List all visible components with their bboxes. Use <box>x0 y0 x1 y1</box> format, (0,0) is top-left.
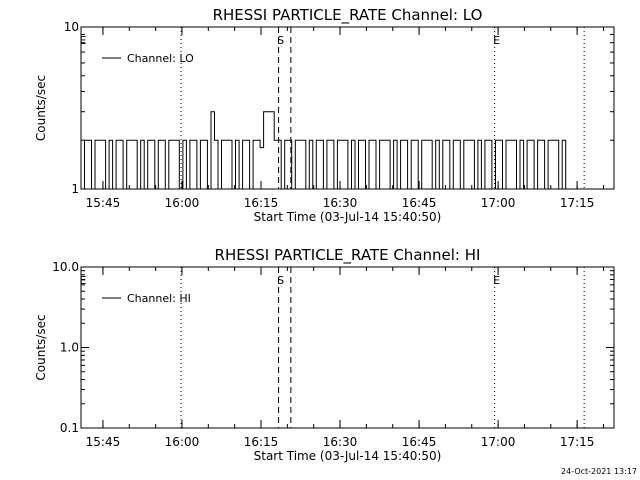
chart-title: RHESSI PARTICLE_RATE Channel: HI <box>215 246 481 265</box>
y-axis-title: Counts/sec <box>34 75 48 141</box>
y-tick-label: 1.0 <box>60 341 79 355</box>
y-tick-label: 10.0 <box>52 260 79 274</box>
x-tick-label: 16:00 <box>165 196 200 210</box>
marker-label: S <box>277 274 284 287</box>
x-tick-label: 16:45 <box>402 196 437 210</box>
legend-label: Channel: LO <box>127 52 194 65</box>
x-axis-title: Start Time (03-Jul-14 15:40:50) <box>254 210 442 224</box>
plot-panel-hi: RHESSI PARTICLE_RATE Channel: HI 15:45 16:… <box>34 246 615 463</box>
x-tick-label: 15:45 <box>86 435 121 449</box>
plot-panel-lo: RHESSI PARTICLE_RATE Channel: LO 15:45 16:… <box>34 6 615 224</box>
marker-label: E <box>80 34 87 47</box>
x-tick-label: 15:45 <box>86 196 121 210</box>
chart-title: RHESSI PARTICLE_RATE Channel: LO <box>213 6 483 25</box>
marker-label: E <box>493 34 500 47</box>
x-tick-label: 16:30 <box>323 196 358 210</box>
x-tick-label: 17:00 <box>481 435 516 449</box>
x-axis-title: Start Time (03-Jul-14 15:40:50) <box>254 449 442 463</box>
y-tick-label: 10 <box>64 20 79 34</box>
legend-label: Channel: HI <box>127 292 191 305</box>
y-tick-label: 1 <box>71 182 79 196</box>
marker-label: S <box>277 34 284 47</box>
y-axis-title: Counts/sec <box>34 314 48 380</box>
x-tick-label: 17:15 <box>560 196 595 210</box>
x-tick-label: 16:00 <box>165 435 200 449</box>
marker-label: E <box>80 274 87 287</box>
series-line-0 <box>81 111 573 190</box>
x-tick-label: 16:45 <box>402 435 437 449</box>
x-tick-label: 17:00 <box>481 196 516 210</box>
plot-timestamp: 24-Oct-2021 13:17 <box>561 467 637 476</box>
marker-label: E <box>493 274 500 287</box>
x-tick-label: 16:30 <box>323 435 358 449</box>
x-tick-label: 16:15 <box>244 435 279 449</box>
x-tick-label: 17:15 <box>560 435 595 449</box>
x-tick-label: 16:15 <box>244 196 279 210</box>
y-tick-label: 0.1 <box>60 421 79 435</box>
